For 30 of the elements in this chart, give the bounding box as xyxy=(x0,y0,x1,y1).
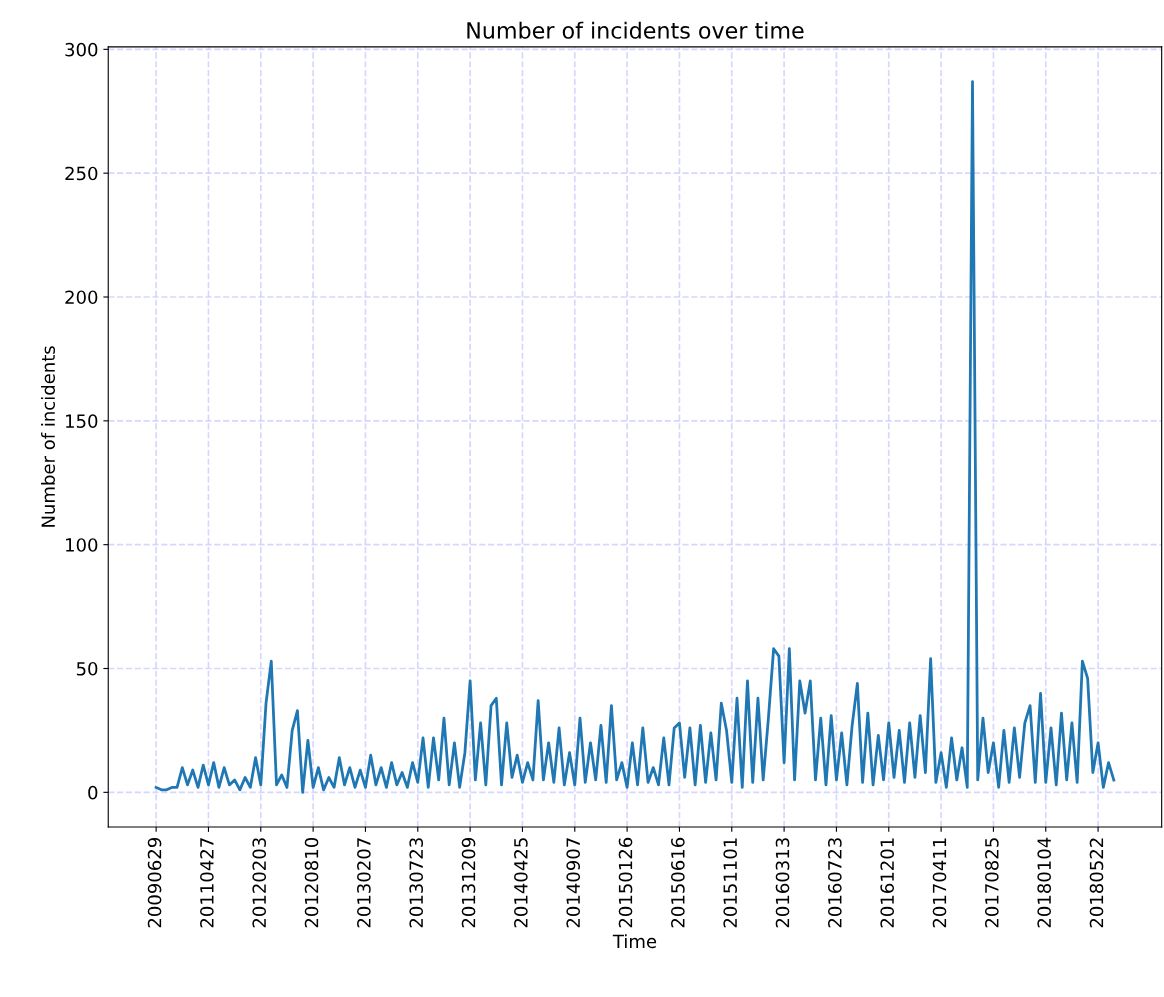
x-tick-label: 20170825 xyxy=(985,838,999,928)
x-tick-label: 20151101 xyxy=(723,838,738,928)
x-tick-label: 20130723 xyxy=(409,838,424,928)
x-tick-label: 20180104 xyxy=(1037,837,1051,928)
x-tick-label: 20150126 xyxy=(618,837,633,928)
y-tick-label: 200 xyxy=(65,290,98,305)
y-tick-label: 300 xyxy=(65,42,98,57)
x-tick-label: 20170411 xyxy=(932,838,947,928)
x-tick-label: 20180522 xyxy=(1089,838,1104,928)
x-tick-label: 20130207 xyxy=(357,838,371,928)
x-tick-label: 20120203 xyxy=(252,838,267,928)
x-tick-label: 20140907 xyxy=(566,838,581,928)
y-tick-label: 150 xyxy=(66,414,98,428)
y-axis-title: Number of incidents xyxy=(41,346,56,527)
y-tick-label: 250 xyxy=(65,166,98,181)
chart-title: Number of incidents over time xyxy=(467,21,804,39)
y-tick-label: 0 xyxy=(88,785,98,800)
x-tick-label: 20090629 xyxy=(147,838,162,928)
y-tick-label: 50 xyxy=(76,661,98,676)
x-tick-label: 20140425 xyxy=(514,838,528,928)
y-tick-label: 100 xyxy=(66,538,98,552)
x-tick-label: 20160313 xyxy=(775,838,790,928)
x-axis-title: Time xyxy=(612,934,657,949)
line-series xyxy=(154,80,1116,794)
x-tick-label: 20110427 xyxy=(200,838,214,928)
x-tick-label: 20161201 xyxy=(880,838,895,928)
x-tick-label: 20160723 xyxy=(828,838,842,928)
x-tick-label: 20120810 xyxy=(304,837,319,928)
x-tick-label: 20131209 xyxy=(461,838,476,928)
x-tick-label: 20150616 xyxy=(671,837,685,928)
